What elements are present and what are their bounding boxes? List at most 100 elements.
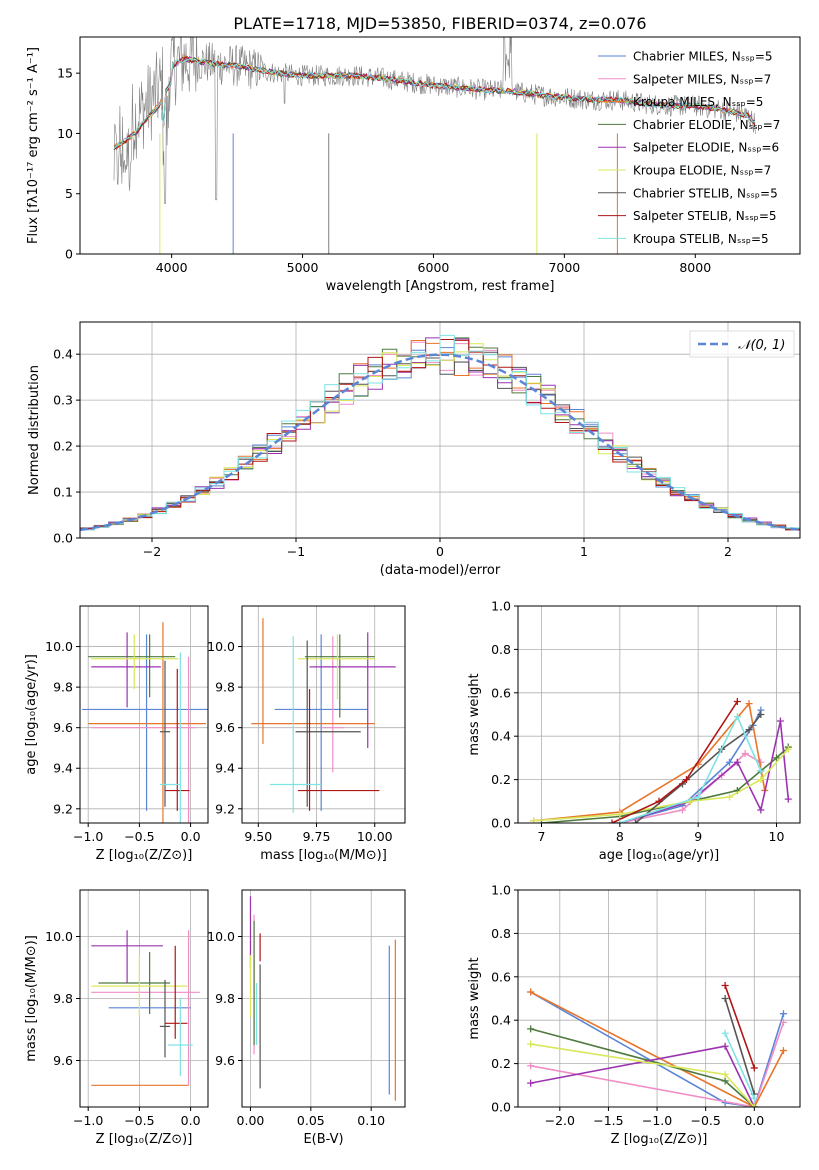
weight-marker-salpeter_miles xyxy=(779,1018,787,1026)
weight-marker-salpeter_stelib xyxy=(655,797,663,805)
weight-marker-chabrier_elodie xyxy=(527,1025,535,1033)
plot-area xyxy=(91,930,200,1086)
weight-line-chabrier_stelib xyxy=(724,998,756,1095)
weight-marker-chabrier_elodie xyxy=(721,1077,729,1085)
x-tick-label: 7 xyxy=(538,829,546,844)
legend-label-salpeter_miles: Salpeter MILES, Nₛₛₚ=7 xyxy=(633,72,771,86)
y-tick-label: 0.6 xyxy=(491,969,511,984)
weight-marker-chabrier_miles xyxy=(726,758,733,766)
chart-weight_vs_age: 7 8 9 10 0.0 0.2 0.4 0.6 0.8 1.0 age [log₁₀(age/yr… xyxy=(467,599,801,863)
x-tick-label: 8 xyxy=(616,829,624,844)
normal-pdf-curve xyxy=(80,353,800,532)
axes-frame xyxy=(517,605,801,824)
x-tick-label: 0 xyxy=(436,544,444,559)
x-tick-label: 5000 xyxy=(287,260,319,275)
weight-marker-kroupa_elodie xyxy=(784,745,792,753)
y-tick-label: 9.6 xyxy=(53,1053,73,1068)
weight-marker-salpeter_stelib xyxy=(733,697,741,705)
weight-line-kroupa_elodie xyxy=(533,748,789,822)
x-tick-label: 1 xyxy=(580,544,588,559)
x-tick-label: 4000 xyxy=(156,260,188,275)
y-tick-label: 9.2 xyxy=(215,801,235,816)
weight-marker-kroupa_stelib xyxy=(694,793,702,801)
chart-mass_vs_Z: −1.0 −0.5 0.0 9.6 9.8 10.0 Z [log₁₀(Z/Z⊙)] mass… xyxy=(24,889,209,1147)
weight-marker-salpeter_miles xyxy=(679,806,686,814)
weight-marker-kroupa_stelib xyxy=(757,767,765,775)
chart-age_vs_Z: −1.0 −0.5 0.0 9.2 9.4 9.6 9.8 10.0 Z [log₁₀(Z/Z⊙… xyxy=(24,605,209,863)
weight-marker-kroupa_miles xyxy=(779,1047,787,1055)
y-tick-label: 0.3 xyxy=(53,393,73,408)
y-tick-label: 10.0 xyxy=(207,639,235,654)
y-tick-label: 0.4 xyxy=(491,729,511,744)
x-tick-label: 9 xyxy=(694,829,702,844)
plot-area xyxy=(113,37,756,254)
y-tick-label: 9.8 xyxy=(215,991,235,1006)
model-spectrum-salpeter_stelib xyxy=(113,55,756,150)
x-tick-label: 9.50 xyxy=(244,829,272,844)
x-tick-label: −1.0 xyxy=(73,829,103,844)
y-tick-label: 15 xyxy=(57,66,73,81)
x-tick-label: −2 xyxy=(143,544,161,559)
y-tick-label: 5 xyxy=(65,186,73,201)
y-tick-label: 1.0 xyxy=(491,599,511,614)
legend-label-salpeter_stelib: Salpeter STELIB, Nₛₛₚ=5 xyxy=(633,209,777,223)
x-tick-label: 9.75 xyxy=(303,829,331,844)
weight-marker-salpeter_miles xyxy=(527,1062,535,1070)
model-spectrum-kroupa_elodie xyxy=(113,57,756,151)
plot-area xyxy=(251,618,396,813)
x-tick-label: −1.5 xyxy=(593,1113,623,1128)
legend-label-kroupa_miles: Kroupa MILES, Nₛₛₚ=5 xyxy=(633,95,763,109)
weight-marker-kroupa_stelib xyxy=(733,713,741,721)
x-tick-label: 0.05 xyxy=(297,1113,325,1128)
plot-area xyxy=(249,896,396,1101)
x-tick-label: −1 xyxy=(287,544,305,559)
weight-line-chabrier_elodie xyxy=(530,1028,755,1107)
weight-line-kroupa_miles xyxy=(530,991,785,1107)
legend-label-kroupa_stelib: Kroupa STELIB, Nₛₛₚ=5 xyxy=(633,232,769,246)
weight-marker-kroupa_stelib xyxy=(750,1094,758,1102)
x-tick-label: −0.5 xyxy=(124,1113,154,1128)
model-spectrum-kroupa_stelib xyxy=(113,58,756,149)
weight-marker-kroupa_elodie xyxy=(757,776,765,784)
y-tick-label: 9.4 xyxy=(215,761,235,776)
weight-marker-chabrier_stelib xyxy=(632,819,639,823)
axes-frame xyxy=(517,889,801,1108)
weight-marker-salpeter_stelib xyxy=(750,1064,758,1072)
x-axis-label: E(B-V) xyxy=(303,1132,343,1147)
y-tick-label: 10.0 xyxy=(207,929,235,944)
weight-marker-salpeter_elodie xyxy=(721,1042,729,1050)
x-tick-label: 10.00 xyxy=(357,829,393,844)
weight-marker-kroupa_elodie xyxy=(527,1040,535,1048)
y-tick-label: 0 xyxy=(65,247,73,262)
axes-frame xyxy=(79,605,209,824)
x-tick-label: 0.0 xyxy=(744,1113,764,1128)
y-tick-label: 0.8 xyxy=(491,642,511,657)
y-tick-label: 9.6 xyxy=(53,720,73,735)
y-tick-label: 0.2 xyxy=(53,439,73,454)
y-tick-label: 9.6 xyxy=(215,1053,235,1068)
weight-marker-kroupa_elodie xyxy=(750,1103,758,1107)
x-tick-label: 0.10 xyxy=(357,1113,385,1128)
weight-marker-kroupa_stelib xyxy=(616,819,624,823)
weight-marker-kroupa_stelib xyxy=(721,1029,729,1037)
chart-weight_vs_Z: −2.0 −1.5 −1.0 −0.5 0.0 0.0 0.2 0.4 0.6 0.8 1.0 Z [… xyxy=(467,883,801,1147)
chart-spectrum: 4000 5000 6000 7000 8000 0 5 10 15 wavelength [An… xyxy=(26,36,801,294)
weight-line-salpeter_stelib xyxy=(724,985,756,1069)
x-axis-label: age [log₁₀(age/yr)] xyxy=(599,848,720,863)
y-axis-label: mass weight xyxy=(467,957,482,1039)
weight-marker-kroupa_elodie xyxy=(726,793,733,801)
y-tick-label: 0.0 xyxy=(53,531,73,546)
weight-marker-salpeter_stelib xyxy=(608,819,616,823)
weight-marker-kroupa_elodie xyxy=(530,817,538,823)
y-tick-label: 10 xyxy=(57,126,73,141)
x-axis-label: Z [log₁₀(Z/Z⊙)] xyxy=(96,1132,193,1147)
x-tick-label: 10 xyxy=(769,829,785,844)
x-axis-label: wavelength [Angstrom, rest frame] xyxy=(326,279,555,294)
y-tick-label: 10.0 xyxy=(45,929,73,944)
x-axis-label: (data-model)/error xyxy=(380,563,501,578)
legend-label-chabrier_stelib: Chabrier STELIB, Nₛₛₚ=5 xyxy=(633,186,778,200)
y-tick-label: 0.2 xyxy=(491,1056,511,1071)
x-tick-label: 0.0 xyxy=(181,829,201,844)
weight-marker-kroupa_elodie xyxy=(721,1070,729,1078)
